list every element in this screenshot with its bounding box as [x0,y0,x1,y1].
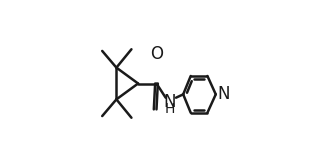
Text: N: N [164,93,176,111]
Text: O: O [150,45,163,63]
Text: H: H [165,102,175,116]
Text: N: N [217,85,230,103]
